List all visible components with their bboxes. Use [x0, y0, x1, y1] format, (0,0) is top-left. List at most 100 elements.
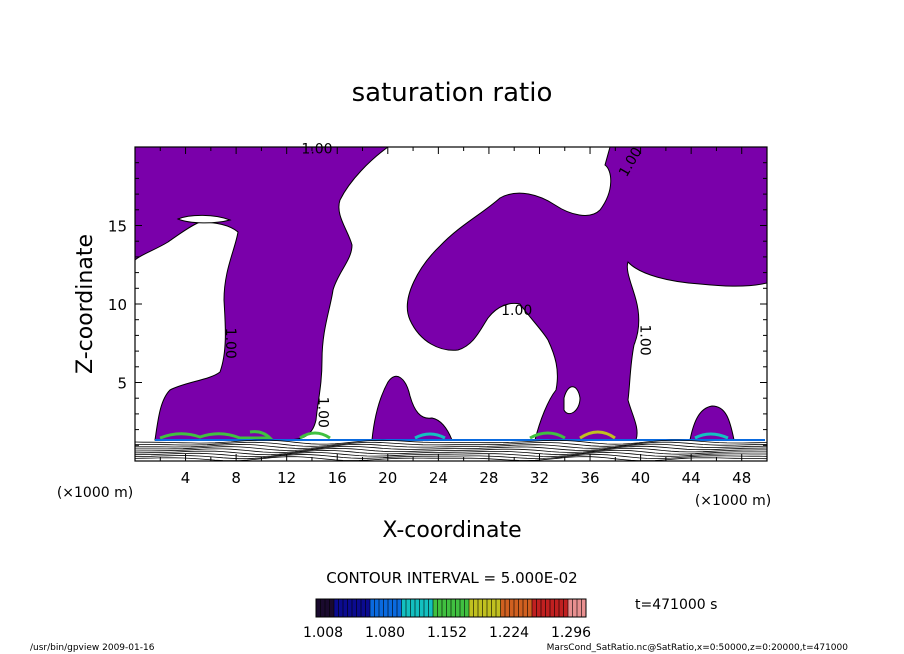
colorbar-segment — [343, 599, 348, 617]
colorbar-segment — [500, 599, 506, 617]
y-axis-label: Z-coordinate — [73, 234, 98, 374]
x-tick-label-5: 24 — [429, 469, 448, 487]
colorbar-segment — [455, 599, 461, 617]
colorbar-segment — [532, 599, 537, 617]
colorbar-segment — [527, 599, 533, 617]
colorbar-segment — [473, 599, 479, 617]
contour-label-0: 1.00 — [301, 141, 332, 157]
colorbar-tick-0: 1.008 — [303, 625, 343, 641]
saturation-hole — [563, 386, 581, 414]
chart-title: saturation ratio — [352, 78, 553, 108]
x-tick-label-3: 16 — [328, 469, 347, 487]
colorbar-segment — [442, 599, 447, 617]
colorbar-segment — [419, 599, 425, 617]
colorbar-segment — [401, 599, 407, 617]
colorbar-segment — [581, 599, 587, 617]
colorbar-segment — [568, 599, 573, 617]
x-tick-label-4: 20 — [378, 469, 397, 487]
x-tick-label-9: 40 — [631, 469, 650, 487]
colorbar-segment — [541, 599, 546, 617]
colorbar-tick-3: 1.224 — [489, 625, 529, 641]
colorbar-segment — [464, 599, 470, 617]
colorbar-segment — [491, 599, 497, 617]
footer-left: /usr/bin/gpview 2009-01-16 — [30, 643, 155, 653]
colorbar-segment — [433, 599, 438, 617]
footer-right: MarsCond_SatRatio.nc@SatRatio,x=0:50000,… — [547, 643, 849, 653]
colorbar-segment — [514, 599, 519, 617]
y-tick-label-0: 5 — [117, 375, 127, 393]
x-tick-label-2: 12 — [277, 469, 296, 487]
colorbar-segment — [370, 599, 375, 617]
colorbar-segment — [365, 599, 371, 617]
y-tick-label-2: 15 — [108, 218, 127, 236]
colorbar-segment — [559, 599, 564, 617]
colorbar-segment — [316, 599, 321, 617]
near-surface-layer — [155, 430, 765, 441]
colorbar-segment — [545, 599, 551, 617]
surface-contour-line — [135, 443, 767, 449]
colorbar-segment — [469, 599, 474, 617]
colorbar-segment — [563, 599, 569, 617]
colorbar-segment — [352, 599, 357, 617]
surface-contour-line — [135, 454, 767, 460]
colorbar-segment — [437, 599, 443, 617]
x-tick-label-8: 36 — [580, 469, 599, 487]
colorbar-segment — [446, 599, 452, 617]
colorbar-segment — [397, 599, 402, 617]
colorbar-segment — [388, 599, 393, 617]
x-tick-label-1: 8 — [231, 469, 241, 487]
colorbar-segment — [550, 599, 555, 617]
colorbar-segment — [428, 599, 434, 617]
surface-contour-line — [135, 439, 767, 445]
colorbar-segment — [361, 599, 366, 617]
colorbar-segment — [460, 599, 465, 617]
contour-label-3: 1.00 — [501, 303, 532, 319]
colorbar-segment — [383, 599, 389, 617]
saturation-region-plume-45 — [689, 405, 735, 441]
colorbar-segment — [554, 599, 560, 617]
colorbar-segment — [320, 599, 326, 617]
x-unit-left: (×1000 m) — [57, 485, 133, 501]
surface-contour-line — [135, 451, 767, 458]
time-label: t=471000 s — [635, 597, 717, 613]
colorbar-segment — [505, 599, 510, 617]
contour-interval: CONTOUR INTERVAL = 5.000E-02 — [326, 569, 577, 587]
colorbar-segment — [356, 599, 362, 617]
contour-label-1: 1.00 — [222, 328, 238, 359]
contour-label-2: 1.00 — [314, 397, 330, 428]
surface-contour-line — [135, 441, 767, 447]
saturation-region-plume-20 — [371, 375, 453, 441]
x-axis-label: X-coordinate — [382, 518, 521, 543]
surface-contour-line — [135, 449, 767, 456]
colorbar-segment — [334, 599, 339, 617]
colorbar-segment — [496, 599, 501, 617]
colorbar-segment — [509, 599, 515, 617]
colorbar-tick-4: 1.296 — [551, 625, 591, 641]
surface-contour-line — [135, 456, 767, 461]
colorbar-segment — [572, 599, 578, 617]
saturation-region-center-top — [176, 214, 232, 224]
colorbar-segment — [374, 599, 380, 617]
colorbar-segment — [410, 599, 416, 617]
colorbar-segment — [392, 599, 398, 617]
x-tick-label-7: 32 — [530, 469, 549, 487]
colorbar: 1.008 1.080 1.152 1.224 1.296 — [303, 598, 591, 641]
y-axis: 5 10 15 — [108, 162, 767, 446]
x-tick-label-6: 28 — [479, 469, 498, 487]
contour-field — [135, 147, 767, 461]
x-tick-label-0: 4 — [181, 469, 191, 487]
colorbar-segment — [379, 599, 384, 617]
colorbar-segment — [415, 599, 420, 617]
colorbar-tick-1: 1.080 — [365, 625, 405, 641]
colorbar-segment — [451, 599, 456, 617]
colorbar-segment — [536, 599, 542, 617]
colorbar-segment — [487, 599, 492, 617]
colorbar-segment — [478, 599, 483, 617]
y-tick-label-1: 10 — [108, 296, 127, 314]
surface-contour-line — [135, 447, 767, 453]
surface-contours — [135, 439, 767, 461]
colorbar-tick-2: 1.152 — [427, 625, 467, 641]
colorbar-frame — [315, 598, 587, 618]
